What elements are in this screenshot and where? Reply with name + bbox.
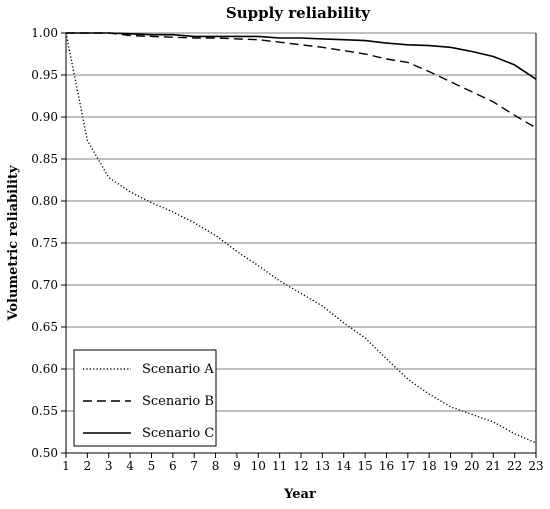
y-tick-label: 0.55 [31,404,58,418]
series-lines [65,32,537,444]
legend-box [73,349,217,447]
x-tick-label: 21 [486,459,501,473]
x-tick-label: 13 [315,459,330,473]
axes [61,32,537,458]
x-tick-label: 7 [190,459,198,473]
legend-items: Scenario A Scenario B Scenario C [83,362,214,441]
x-tick-label: 17 [400,459,415,473]
x-tick-label: 14 [336,459,352,473]
y-tick-label: 0.95 [31,68,58,82]
y-tick-label: 0.65 [31,320,58,334]
x-tick-label: 18 [422,459,437,473]
y-axis-title: Volumetric reliability [6,165,21,322]
y-tick-label: 0.90 [31,110,58,124]
x-tick-label: 10 [251,459,266,473]
y-tick-label: 0.85 [31,152,58,166]
y-tick-label: 0.60 [31,362,58,376]
x-tick-label: 9 [233,459,241,473]
x-tick-label: 8 [212,459,220,473]
x-tick-label: 6 [169,459,177,473]
x-tick-label: 4 [126,459,134,473]
x-tick-labels: 1 2 3 4 5 6 7 8 9 10 11 12 13 14 15 16 17 18 19 20 21 22 23 [62,459,543,473]
legend-label-1: Scenario A [142,362,214,377]
y-tick-label: 1.00 [31,26,58,40]
y-tick-label: 0.50 [31,446,58,460]
y-tick-label: 0.80 [31,194,58,208]
x-tick-label: 23 [528,459,543,473]
x-tick-label: 12 [293,459,308,473]
x-tick-label: 20 [464,459,479,473]
legend-label-3: Scenario C [142,426,214,441]
series-line-1 [65,32,537,444]
x-tick-label: 19 [443,459,458,473]
x-tick-label: 2 [84,459,92,473]
x-tick-label: 16 [379,459,394,473]
x-tick-label: 1 [62,459,70,473]
x-tick-label: 5 [148,459,156,473]
series-line-2 [66,32,537,129]
legend: Scenario A Scenario B Scenario C [73,349,217,447]
x-tick-label: 22 [507,459,522,473]
y-tick-labels: 0.50 0.55 0.60 0.65 0.70 0.75 0.80 0.85 0.90 0.95… [31,26,58,460]
x-tick-label: 3 [105,459,113,473]
x-axis-title: Year [283,487,316,502]
y-tick-label: 0.75 [31,236,58,250]
y-tick-label: 0.70 [31,278,58,292]
series-line-3 [66,32,537,80]
legend-label-2: Scenario B [142,394,214,409]
chart-title: Supply reliability [226,4,371,22]
x-tick-label: 11 [272,459,287,473]
x-tick-label: 15 [357,459,372,473]
